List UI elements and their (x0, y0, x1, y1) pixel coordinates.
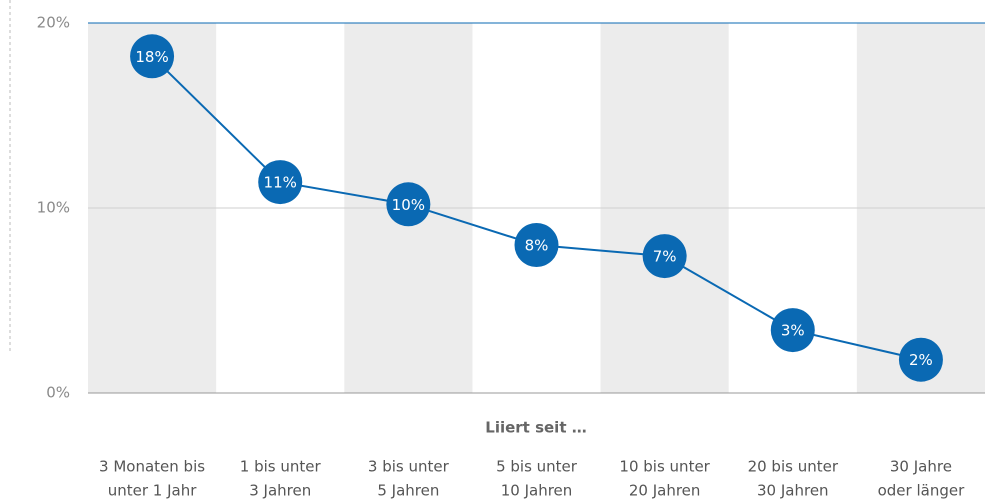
value-label: 7% (653, 248, 677, 266)
marker (258, 160, 303, 205)
marker (514, 223, 559, 267)
x-tick-label: oder länger (878, 482, 965, 500)
x-tick-label: 30 Jahren (757, 482, 829, 500)
value-label: 3% (781, 322, 805, 340)
value-label: 11% (264, 174, 297, 192)
marker (130, 34, 175, 79)
y-tick-label: 10% (37, 199, 70, 217)
value-label: 10% (392, 196, 425, 214)
y-tick-label: 0% (46, 384, 70, 402)
value-label: 8% (525, 237, 549, 255)
x-tick-label: 3 Monaten bis (99, 458, 205, 476)
y-tick-label: 20% (37, 14, 70, 32)
x-tick-label: 20 bis unter (748, 458, 839, 476)
marker (898, 337, 943, 382)
x-tick-label: 3 bis unter (368, 458, 450, 476)
x-tick-label: 10 Jahren (501, 482, 573, 500)
x-tick-label: 5 Jahren (377, 482, 439, 500)
x-tick-label: 5 bis unter (496, 458, 578, 476)
marker (770, 308, 815, 353)
x-tick-label: 20 Jahren (629, 482, 701, 500)
x-tick-label: 1 bis unter (240, 458, 322, 476)
x-tick-label: 10 bis unter (619, 458, 710, 476)
x-axis-label: Liiert seit … (485, 419, 586, 437)
value-label: 18% (135, 48, 168, 66)
marker (642, 234, 687, 279)
marker (386, 182, 431, 227)
value-label: 2% (909, 351, 933, 369)
x-tick-label: 30 Jahre (890, 458, 952, 476)
x-tick-label: 3 Jahren (249, 482, 311, 500)
x-tick-label: unter 1 Jahr (108, 482, 197, 500)
